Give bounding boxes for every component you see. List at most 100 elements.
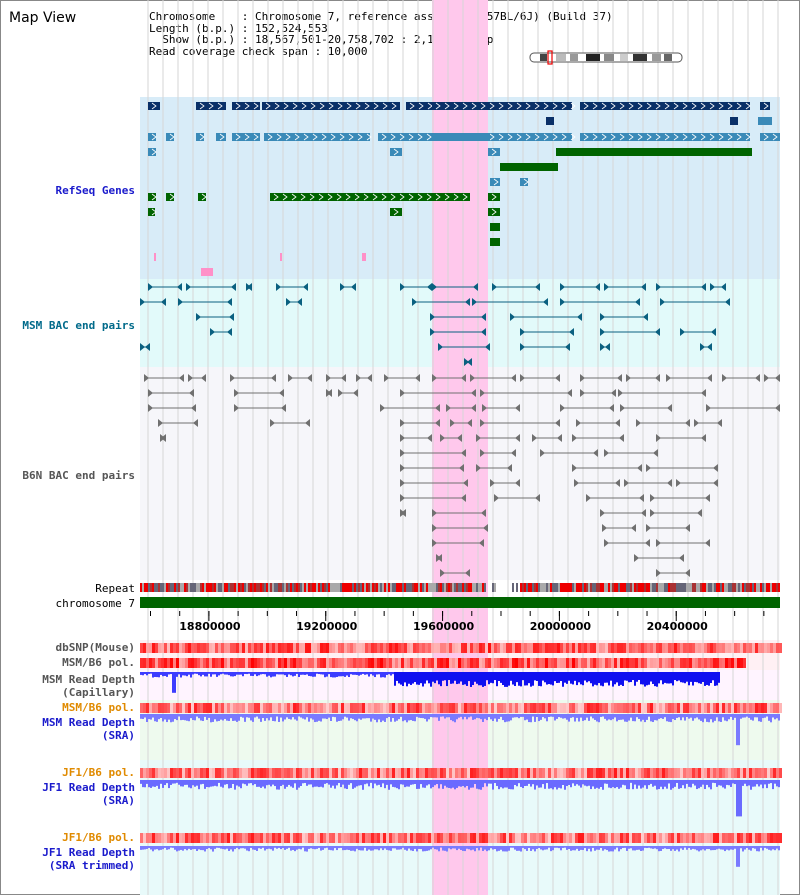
dbsnp-heat bbox=[422, 643, 425, 653]
jf1-pol-2-heat bbox=[710, 833, 713, 843]
msm-pol-heat bbox=[194, 658, 197, 668]
jf1-sra-depth bbox=[436, 780, 438, 785]
jf1-trim-depth bbox=[560, 846, 562, 851]
jf1-pol-2-heat bbox=[341, 833, 344, 843]
jf1-sra-depth bbox=[358, 780, 360, 786]
repeat-feature bbox=[386, 583, 388, 592]
msm-pol-sra-heat bbox=[503, 703, 506, 713]
msm-sra-depth bbox=[574, 714, 576, 722]
jf1-trim-depth bbox=[374, 846, 376, 850]
msm-pol-heat bbox=[155, 658, 158, 668]
highlight-region bbox=[432, 0, 488, 895]
msm-pol-sra-heat bbox=[458, 703, 461, 713]
gene-bar bbox=[270, 193, 470, 201]
info-coverage-span: Read coverage check span : 10,000 bbox=[149, 44, 368, 58]
msm-cap-depth-dense bbox=[598, 672, 600, 684]
msm-sra-depth bbox=[324, 714, 326, 719]
b6n-bac-pair-end bbox=[572, 434, 577, 442]
dbsnp-heat bbox=[242, 643, 245, 653]
msm-bac-pair-end bbox=[565, 343, 570, 351]
repeat-feature bbox=[612, 583, 614, 592]
jf1-sra-depth bbox=[480, 780, 482, 790]
repeat-feature bbox=[238, 583, 240, 592]
msm-cap-depth bbox=[306, 672, 308, 675]
dbsnp-heat bbox=[749, 643, 752, 653]
msm-bac-pair-end bbox=[600, 328, 605, 336]
jf1-pol-heat bbox=[263, 768, 266, 778]
jf1-sra-depth bbox=[254, 780, 256, 785]
jf1-trim-depth bbox=[772, 846, 774, 850]
jf1-pol-2-heat bbox=[584, 833, 587, 843]
jf1-sra-depth bbox=[312, 780, 314, 788]
jf1-pol-heat bbox=[701, 768, 704, 778]
msm-cap-depth-dense bbox=[420, 672, 422, 684]
msm-pol-heat bbox=[503, 658, 506, 668]
repeat-feature bbox=[206, 583, 208, 592]
msm-cap-depth bbox=[318, 672, 320, 675]
msm-cap-depth bbox=[260, 672, 262, 675]
msm-bac-pair-end bbox=[680, 328, 685, 336]
jf1-trim-depth bbox=[656, 846, 658, 850]
msm-pol-sra-heat bbox=[746, 703, 749, 713]
jf1-pol-heat bbox=[155, 768, 158, 778]
msm-pol-heat bbox=[557, 658, 560, 668]
msm-sra-depth bbox=[520, 714, 522, 717]
jf1-sra-depth bbox=[150, 780, 152, 788]
b6n-bac-pair-end bbox=[620, 404, 625, 412]
jf1-pol-heat bbox=[419, 768, 422, 778]
jf1-pol-2-heat bbox=[356, 833, 359, 843]
gene-arrow bbox=[453, 193, 459, 201]
jf1-trim-depth bbox=[260, 846, 262, 849]
msm-cap-depth-dense bbox=[400, 672, 402, 685]
jf1-trim-depth bbox=[606, 846, 608, 851]
jf1-pol-2-heat bbox=[752, 833, 755, 843]
jf1-sra-depth bbox=[526, 780, 528, 786]
msm-cap-depth bbox=[342, 672, 344, 677]
jf1-sra-depth bbox=[474, 780, 476, 784]
jf1-pol-heat bbox=[683, 768, 686, 778]
jf1-trim-depth bbox=[206, 846, 208, 850]
msm-pol-sra-heat bbox=[617, 703, 620, 713]
jf1-sra-depth bbox=[716, 780, 718, 787]
b6n-bac-pair-end bbox=[305, 419, 310, 427]
axis-tick-label: 20400000 bbox=[647, 620, 709, 633]
msm-pol-heat bbox=[272, 658, 275, 668]
b6n-bac-pair-end bbox=[775, 404, 780, 412]
jf1-trim-depth bbox=[394, 846, 396, 849]
repeat-feature bbox=[392, 583, 394, 592]
msm-cap-depth bbox=[194, 672, 196, 674]
gene-arrow bbox=[321, 133, 327, 141]
dbsnp-heat bbox=[146, 643, 149, 653]
repeat-feature bbox=[634, 583, 636, 592]
msm-cap-depth-dense bbox=[398, 672, 400, 684]
msm-sra-depth bbox=[344, 714, 346, 717]
repeat-feature bbox=[662, 583, 664, 592]
dbsnp-heat bbox=[428, 643, 431, 653]
gene-bar bbox=[546, 117, 554, 125]
msm-pol-heat bbox=[671, 658, 674, 668]
msm-pol-heat bbox=[665, 658, 668, 668]
msm-cap-depth bbox=[316, 672, 318, 674]
msm-pol-sra-heat bbox=[269, 703, 272, 713]
msm-pol-sra-heat bbox=[233, 703, 236, 713]
jf1-pol-heat bbox=[326, 768, 329, 778]
repeat-feature bbox=[406, 583, 408, 592]
jf1-trim-depth bbox=[530, 846, 532, 851]
gene-arrow bbox=[318, 193, 324, 201]
repeat-feature bbox=[346, 583, 348, 592]
ideogram-band bbox=[633, 54, 647, 61]
msm-sra-depth bbox=[390, 714, 392, 722]
repeat-feature bbox=[432, 583, 434, 592]
msm-sra-depth bbox=[448, 714, 450, 718]
gene-arrow bbox=[253, 102, 259, 110]
msm-pol-heat bbox=[590, 658, 593, 668]
gene-arrow bbox=[303, 133, 309, 141]
msm-sra-depth bbox=[776, 714, 778, 719]
jf1-pol-2-heat bbox=[650, 833, 653, 843]
jf1-trim-depth bbox=[448, 846, 450, 849]
dbsnp-heat bbox=[710, 643, 713, 653]
msm-pol-heat bbox=[728, 658, 731, 668]
msm-pol-sra-heat bbox=[275, 703, 278, 713]
jf1-trim-depth bbox=[688, 846, 690, 849]
